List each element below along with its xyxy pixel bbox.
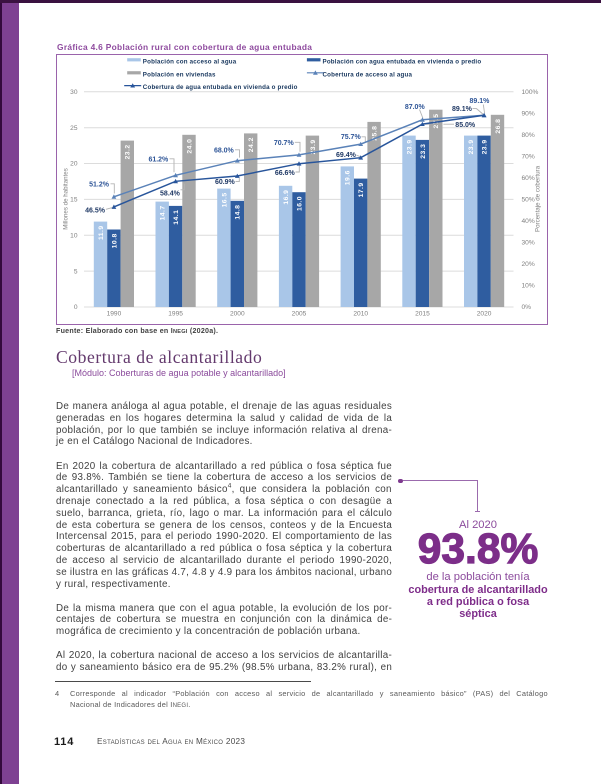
svg-text:23.9: 23.9: [406, 139, 413, 154]
svg-text:70%: 70%: [522, 154, 535, 161]
svg-text:11.9: 11.9: [98, 225, 105, 240]
svg-text:2000: 2000: [230, 311, 245, 318]
svg-text:14.8: 14.8: [235, 205, 242, 220]
svg-text:Población en viviendas: Población en viviendas: [143, 71, 216, 78]
svg-text:Cobertura de agua entubada en: Cobertura de agua entubada en vivienda o…: [143, 84, 298, 91]
svg-text:5: 5: [74, 268, 78, 275]
svg-text:50%: 50%: [522, 197, 535, 204]
svg-text:66.6%: 66.6%: [275, 170, 296, 177]
svg-text:87.0%: 87.0%: [405, 104, 426, 111]
svg-text:30%: 30%: [522, 240, 535, 247]
svg-text:17.9: 17.9: [358, 182, 365, 197]
svg-text:20: 20: [70, 161, 78, 168]
svg-text:16.0: 16.0: [296, 196, 303, 211]
svg-text:68.0%: 68.0%: [214, 147, 235, 154]
svg-text:Millones de habitantes: Millones de habitantes: [63, 168, 70, 230]
svg-text:60.9%: 60.9%: [215, 179, 236, 186]
svg-text:2010: 2010: [353, 311, 368, 318]
svg-text:89.1%: 89.1%: [452, 106, 473, 113]
svg-text:60%: 60%: [522, 175, 535, 182]
svg-text:10: 10: [70, 233, 78, 240]
svg-text:46.5%: 46.5%: [85, 208, 106, 215]
svg-text:1995: 1995: [168, 311, 183, 318]
svg-text:20%: 20%: [522, 261, 535, 268]
svg-text:26.8: 26.8: [495, 119, 502, 134]
svg-text:24.0: 24.0: [186, 139, 193, 154]
svg-text:80%: 80%: [522, 132, 535, 139]
svg-text:58.4%: 58.4%: [160, 191, 181, 198]
svg-text:23.3: 23.3: [420, 144, 427, 159]
svg-text:69.4%: 69.4%: [336, 152, 357, 159]
svg-text:70.7%: 70.7%: [274, 140, 295, 147]
svg-text:100%: 100%: [522, 89, 539, 96]
svg-text:14.7: 14.7: [160, 205, 167, 220]
svg-text:15: 15: [70, 197, 78, 204]
svg-text:75.7%: 75.7%: [341, 134, 362, 141]
svg-text:25.8: 25.8: [372, 126, 379, 141]
svg-text:24.2: 24.2: [248, 137, 255, 152]
svg-text:14.1: 14.1: [173, 210, 180, 225]
svg-text:Cobertura de acceso al agua: Cobertura de acceso al agua: [323, 71, 413, 78]
svg-text:10.8: 10.8: [111, 233, 118, 248]
svg-text:61.2%: 61.2%: [148, 156, 169, 163]
svg-text:23.9: 23.9: [310, 139, 317, 154]
svg-text:23.9: 23.9: [482, 139, 489, 154]
svg-text:23.2: 23.2: [125, 144, 132, 159]
svg-text:30: 30: [70, 89, 78, 96]
svg-text:19.6: 19.6: [345, 170, 352, 185]
svg-text:0: 0: [74, 304, 78, 311]
svg-text:25: 25: [70, 125, 78, 132]
svg-text:0%: 0%: [522, 304, 532, 311]
svg-text:89.1%: 89.1%: [470, 98, 491, 105]
svg-text:51.2%: 51.2%: [89, 182, 110, 189]
svg-text:1990: 1990: [107, 311, 122, 318]
svg-text:2020: 2020: [477, 311, 492, 318]
svg-text:Porcentaje de cobertura: Porcentaje de cobertura: [535, 165, 542, 232]
svg-text:2015: 2015: [415, 311, 430, 318]
svg-text:90%: 90%: [522, 111, 535, 118]
svg-text:Población con agua entubada en: Población con agua entubada en vivienda …: [323, 58, 482, 65]
svg-text:40%: 40%: [522, 218, 535, 225]
svg-text:23.9: 23.9: [468, 139, 475, 154]
svg-text:85.0%: 85.0%: [455, 122, 476, 129]
svg-text:Población con acceso al agua: Población con acceso al agua: [143, 58, 237, 65]
svg-text:16.9: 16.9: [283, 190, 290, 205]
svg-text:10%: 10%: [522, 283, 535, 290]
svg-text:27.5: 27.5: [433, 114, 440, 129]
svg-text:16.5: 16.5: [221, 192, 228, 207]
svg-text:2005: 2005: [292, 311, 307, 318]
